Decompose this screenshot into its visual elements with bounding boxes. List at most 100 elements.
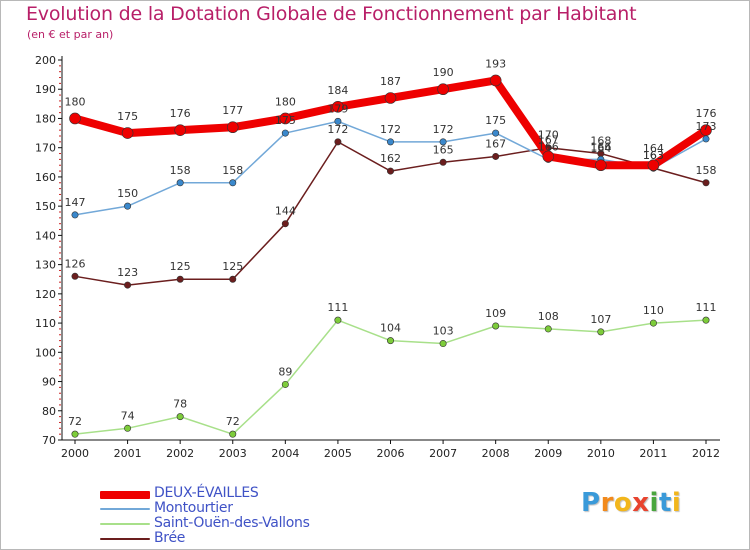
logo-letter: x bbox=[632, 488, 650, 518]
legend-item-saint-ouen-des-vallons[interactable]: Saint-Ouën-des-Vallons bbox=[100, 515, 400, 531]
y-tick-label: 170 bbox=[35, 142, 56, 155]
data-label-montourtier: 172 bbox=[433, 123, 454, 136]
data-label-deux-vailles: 193 bbox=[485, 57, 506, 70]
legend-item-deux-evailles[interactable]: DEUX-ÉVAILLES bbox=[100, 485, 400, 501]
y-minor-tick bbox=[59, 287, 61, 289]
legend-swatch bbox=[100, 491, 150, 499]
data-label-saint-ou-n-des-vallons: 72 bbox=[226, 415, 240, 428]
x-tick-label: 2002 bbox=[166, 447, 194, 460]
data-label-montourtier: 166 bbox=[538, 140, 559, 153]
data-label-saint-ou-n-des-vallons: 111 bbox=[696, 301, 717, 314]
data-point-deux-vailles bbox=[174, 124, 186, 136]
data-label-deux-vailles: 187 bbox=[380, 75, 401, 88]
x-tick-label: 2009 bbox=[534, 447, 562, 460]
y-minor-tick bbox=[59, 334, 61, 336]
data-point-saint-ou-n-des-vallons bbox=[492, 322, 500, 330]
y-tick-label: 100 bbox=[35, 346, 56, 359]
data-label-montourtier: 179 bbox=[327, 102, 348, 115]
data-point-deux-vailles bbox=[437, 83, 449, 96]
data-point-montourtier bbox=[176, 179, 184, 187]
y-minor-tick bbox=[59, 170, 61, 172]
data-point-br-e bbox=[492, 152, 500, 160]
data-point-montourtier bbox=[281, 129, 289, 137]
chart-title: Evolution de la Dotation Globale de Fonc… bbox=[26, 3, 637, 25]
data-point-saint-ou-n-des-vallons bbox=[229, 430, 237, 438]
data-point-saint-ou-n-des-vallons bbox=[597, 328, 605, 336]
data-point-saint-ou-n-des-vallons bbox=[544, 325, 552, 333]
y-minor-tick bbox=[59, 392, 61, 394]
y-minor-tick bbox=[59, 433, 61, 435]
chart-subtitle: (en € et par an) bbox=[27, 28, 114, 41]
data-point-montourtier bbox=[439, 138, 447, 146]
data-label-br-e: 126 bbox=[65, 257, 86, 270]
data-label-deux-vailles: 177 bbox=[222, 104, 243, 117]
data-label-deux-vailles: 180 bbox=[275, 95, 296, 108]
legend-item-bree[interactable]: Brée bbox=[100, 530, 400, 546]
data-point-saint-ou-n-des-vallons bbox=[71, 430, 79, 438]
y-minor-tick bbox=[59, 65, 61, 67]
y-minor-tick bbox=[59, 398, 61, 400]
y-tick-label: 140 bbox=[35, 229, 56, 242]
data-label-br-e: 165 bbox=[433, 143, 454, 156]
y-minor-tick bbox=[59, 153, 61, 155]
y-minor-tick bbox=[59, 211, 61, 213]
y-tick-label: 180 bbox=[35, 112, 56, 125]
data-point-saint-ou-n-des-vallons bbox=[124, 424, 132, 432]
data-label-saint-ou-n-des-vallons: 74 bbox=[121, 409, 135, 422]
data-label-montourtier: 175 bbox=[275, 114, 296, 127]
data-label-br-e: 144 bbox=[275, 205, 296, 218]
data-point-montourtier bbox=[124, 202, 132, 210]
data-point-deux-vailles bbox=[384, 92, 397, 104]
data-label-deux-vailles: 167 bbox=[538, 133, 559, 146]
data-label-deux-vailles: 164 bbox=[643, 142, 664, 155]
y-minor-tick bbox=[59, 386, 61, 388]
axes: 7080901001101201301401501601701801902002… bbox=[35, 54, 720, 460]
y-minor-tick bbox=[59, 299, 61, 301]
data-label-br-e: 158 bbox=[696, 164, 717, 177]
data-point-br-e bbox=[176, 275, 184, 283]
y-minor-tick bbox=[59, 164, 61, 166]
data-point-montourtier bbox=[71, 211, 79, 219]
x-tick-label: 2008 bbox=[482, 447, 510, 460]
y-tick-label: 160 bbox=[35, 171, 56, 184]
y-minor-tick bbox=[59, 229, 61, 231]
y-minor-tick bbox=[59, 158, 61, 160]
data-point-deux-vailles bbox=[542, 150, 555, 163]
y-minor-tick bbox=[59, 316, 61, 318]
data-label-saint-ou-n-des-vallons: 110 bbox=[643, 304, 664, 317]
y-minor-tick bbox=[59, 269, 61, 271]
legend-item-montourtier[interactable]: Montourtier bbox=[100, 500, 400, 516]
logo-letter: o bbox=[613, 488, 633, 518]
y-minor-tick bbox=[59, 404, 61, 406]
y-minor-tick bbox=[59, 357, 61, 359]
data-label-br-e: 125 bbox=[170, 260, 191, 273]
data-point-saint-ou-n-des-vallons bbox=[649, 319, 657, 327]
y-minor-tick bbox=[59, 129, 61, 131]
data-label-br-e: 168 bbox=[590, 135, 611, 148]
data-label-saint-ou-n-des-vallons: 103 bbox=[433, 325, 454, 338]
data-point-br-e bbox=[281, 220, 289, 228]
x-tick-label: 2000 bbox=[61, 447, 89, 460]
logo-letter: r bbox=[600, 488, 614, 518]
data-point-montourtier bbox=[492, 129, 500, 137]
data-label-deux-vailles: 190 bbox=[433, 66, 454, 79]
data-point-deux-vailles bbox=[121, 127, 134, 139]
y-minor-tick bbox=[59, 135, 61, 137]
y-minor-tick bbox=[59, 182, 61, 184]
x-tick-label: 2007 bbox=[429, 447, 457, 460]
data-label-deux-vailles: 164 bbox=[590, 142, 611, 155]
y-minor-tick bbox=[59, 217, 61, 219]
y-minor-tick bbox=[59, 246, 61, 248]
data-point-saint-ou-n-des-vallons bbox=[334, 316, 342, 324]
logo-letter: t bbox=[658, 488, 672, 518]
data-point-deux-vailles bbox=[69, 112, 81, 125]
data-label-deux-vailles: 184 bbox=[327, 84, 348, 97]
y-minor-tick bbox=[59, 275, 61, 277]
x-tick-label: 2012 bbox=[692, 447, 720, 460]
data-label-deux-vailles: 180 bbox=[65, 95, 86, 108]
data-label-montourtier: 173 bbox=[696, 120, 717, 133]
data-point-br-e bbox=[124, 281, 132, 289]
data-label-montourtier: 147 bbox=[65, 196, 86, 209]
data-label-montourtier: 158 bbox=[170, 164, 191, 177]
y-minor-tick bbox=[59, 340, 61, 342]
